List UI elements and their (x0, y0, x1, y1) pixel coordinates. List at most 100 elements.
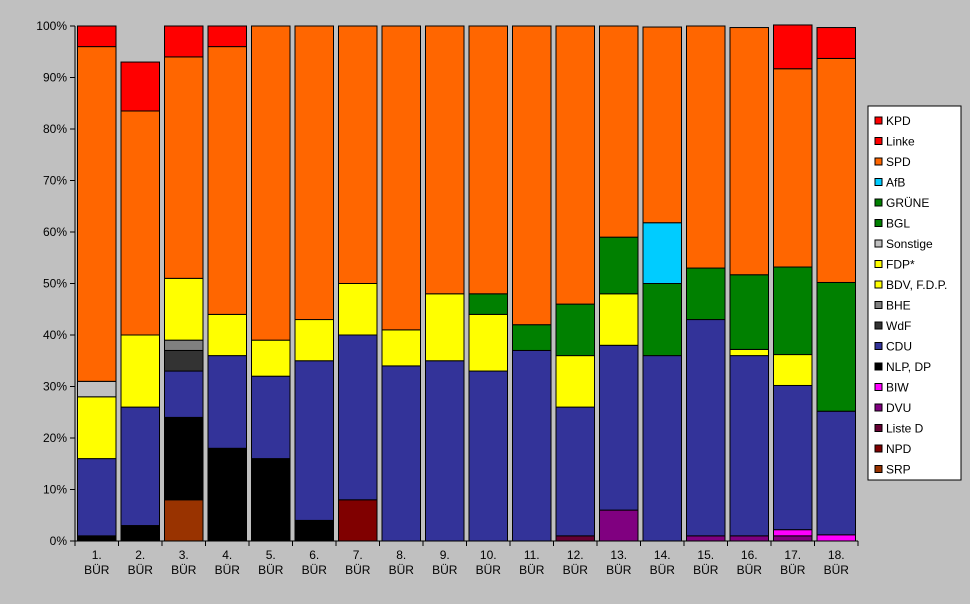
bar-segment (207, 355, 247, 449)
x-tick-label: 17. BÜR (780, 548, 806, 577)
bar-segment (251, 458, 291, 542)
bar-segment (512, 349, 552, 542)
legend-label: BDV, F.D.P. (886, 278, 947, 292)
bar-segment (729, 535, 769, 542)
x-tick-label: 13. BÜR (606, 548, 632, 577)
bar-segment (773, 535, 813, 542)
bar-segment (77, 25, 117, 48)
legend: KPD Linke SPD AfB GRÜNE BGL Sonstige FDP* BDV, F… (867, 105, 962, 481)
bar-segment (599, 25, 639, 238)
bar-segment (294, 360, 334, 521)
bar-segment (599, 509, 639, 542)
bar-segment (816, 281, 856, 412)
bar-segment (207, 25, 247, 48)
bar-segment (642, 355, 682, 542)
bar-segment (512, 25, 552, 326)
y-tick-label: 0% (50, 534, 68, 548)
bar-segment (686, 535, 726, 542)
y-tick-label: 40% (43, 328, 67, 342)
bar-segment (816, 534, 856, 542)
legend-swatch (874, 362, 883, 371)
legend-label: WdF (886, 319, 911, 333)
legend-item: DVU (874, 401, 911, 415)
bar-stack (338, 25, 378, 542)
bar-segment (816, 27, 856, 59)
legend-item: SPD (874, 155, 911, 169)
bar-stacks (77, 24, 856, 542)
legend-swatch (874, 465, 883, 473)
legend-item: Sonstige (874, 237, 933, 251)
bar-segment (77, 458, 117, 537)
bar-segment (468, 370, 508, 542)
bar-stack (816, 27, 856, 542)
bar-segment (599, 293, 639, 346)
bar-segment (555, 406, 595, 537)
bar-stack (164, 25, 204, 542)
bar-segment (251, 375, 291, 460)
bar-stack (599, 25, 639, 542)
bar-segment (773, 24, 813, 70)
legend-label: Sonstige (886, 237, 933, 251)
legend-swatch (874, 301, 883, 309)
bar-segment (338, 283, 378, 336)
bar-segment (294, 519, 334, 542)
x-tick-label: 14. BÜR (650, 548, 676, 577)
bar-segment (642, 26, 682, 224)
legend-swatch (874, 321, 883, 330)
bar-segment (468, 293, 508, 315)
legend-swatch (874, 280, 883, 289)
bar-segment (120, 61, 160, 112)
bar-segment (77, 380, 117, 398)
legend-item: BGL (874, 217, 910, 231)
y-tick-label: 90% (43, 71, 67, 85)
bar-segment (164, 339, 204, 351)
legend-swatch (874, 444, 883, 453)
bar-segment (120, 110, 160, 336)
bar-segment (164, 370, 204, 418)
legend-swatch (874, 219, 883, 227)
bar-segment (164, 416, 204, 501)
y-tick-label: 30% (43, 380, 67, 394)
x-tick-label: 12. BÜR (563, 548, 589, 577)
legend-item: BIW (874, 381, 909, 395)
bar-segment (729, 348, 769, 357)
legend-label: GRÜNE (886, 196, 929, 210)
bar-segment (164, 25, 204, 58)
y-tick-label: 60% (43, 225, 67, 239)
bar-stack (77, 25, 117, 542)
legend-swatch (874, 424, 883, 432)
bar-segment (468, 313, 508, 372)
legend-swatch (874, 239, 883, 248)
x-tick-label: 6. BÜR (302, 548, 328, 577)
x-tick-label: 9. BÜR (432, 548, 458, 577)
y-tick-label: 50% (43, 277, 67, 291)
bar-segment (425, 293, 465, 362)
x-tick-label: 11. BÜR (519, 548, 545, 577)
bar-segment (425, 25, 465, 295)
legend-item: Linke (874, 135, 915, 149)
legend-item: NLP, DP (874, 360, 931, 374)
bar-segment (120, 525, 160, 542)
bar-segment (77, 396, 117, 460)
legend-box (867, 105, 962, 481)
legend-item: NPD (874, 442, 912, 456)
legend-item: SRP (874, 463, 911, 477)
y-axis: 0% 10% 20% 30% 40% 50% 60% 70% 80% 90% 100% (36, 19, 76, 548)
legend-label: DVU (886, 401, 911, 415)
legend-label: Liste D (886, 422, 924, 436)
bar-segment (686, 267, 726, 321)
bar-segment (599, 344, 639, 511)
legend-swatch (874, 157, 883, 166)
bar-stack (425, 25, 465, 542)
bar-segment (164, 349, 204, 372)
x-tick-label: 7. BÜR (345, 548, 371, 577)
bar-segment (120, 406, 160, 527)
bar-stack (555, 25, 595, 542)
bar-segment (381, 365, 421, 542)
legend-item: Liste D (874, 422, 924, 436)
y-tick-label: 10% (43, 483, 67, 497)
bar-segment (555, 535, 595, 542)
bar-stack (381, 25, 421, 542)
bar-segment (816, 57, 856, 283)
x-tick-label: 3. BÜR (171, 548, 197, 577)
